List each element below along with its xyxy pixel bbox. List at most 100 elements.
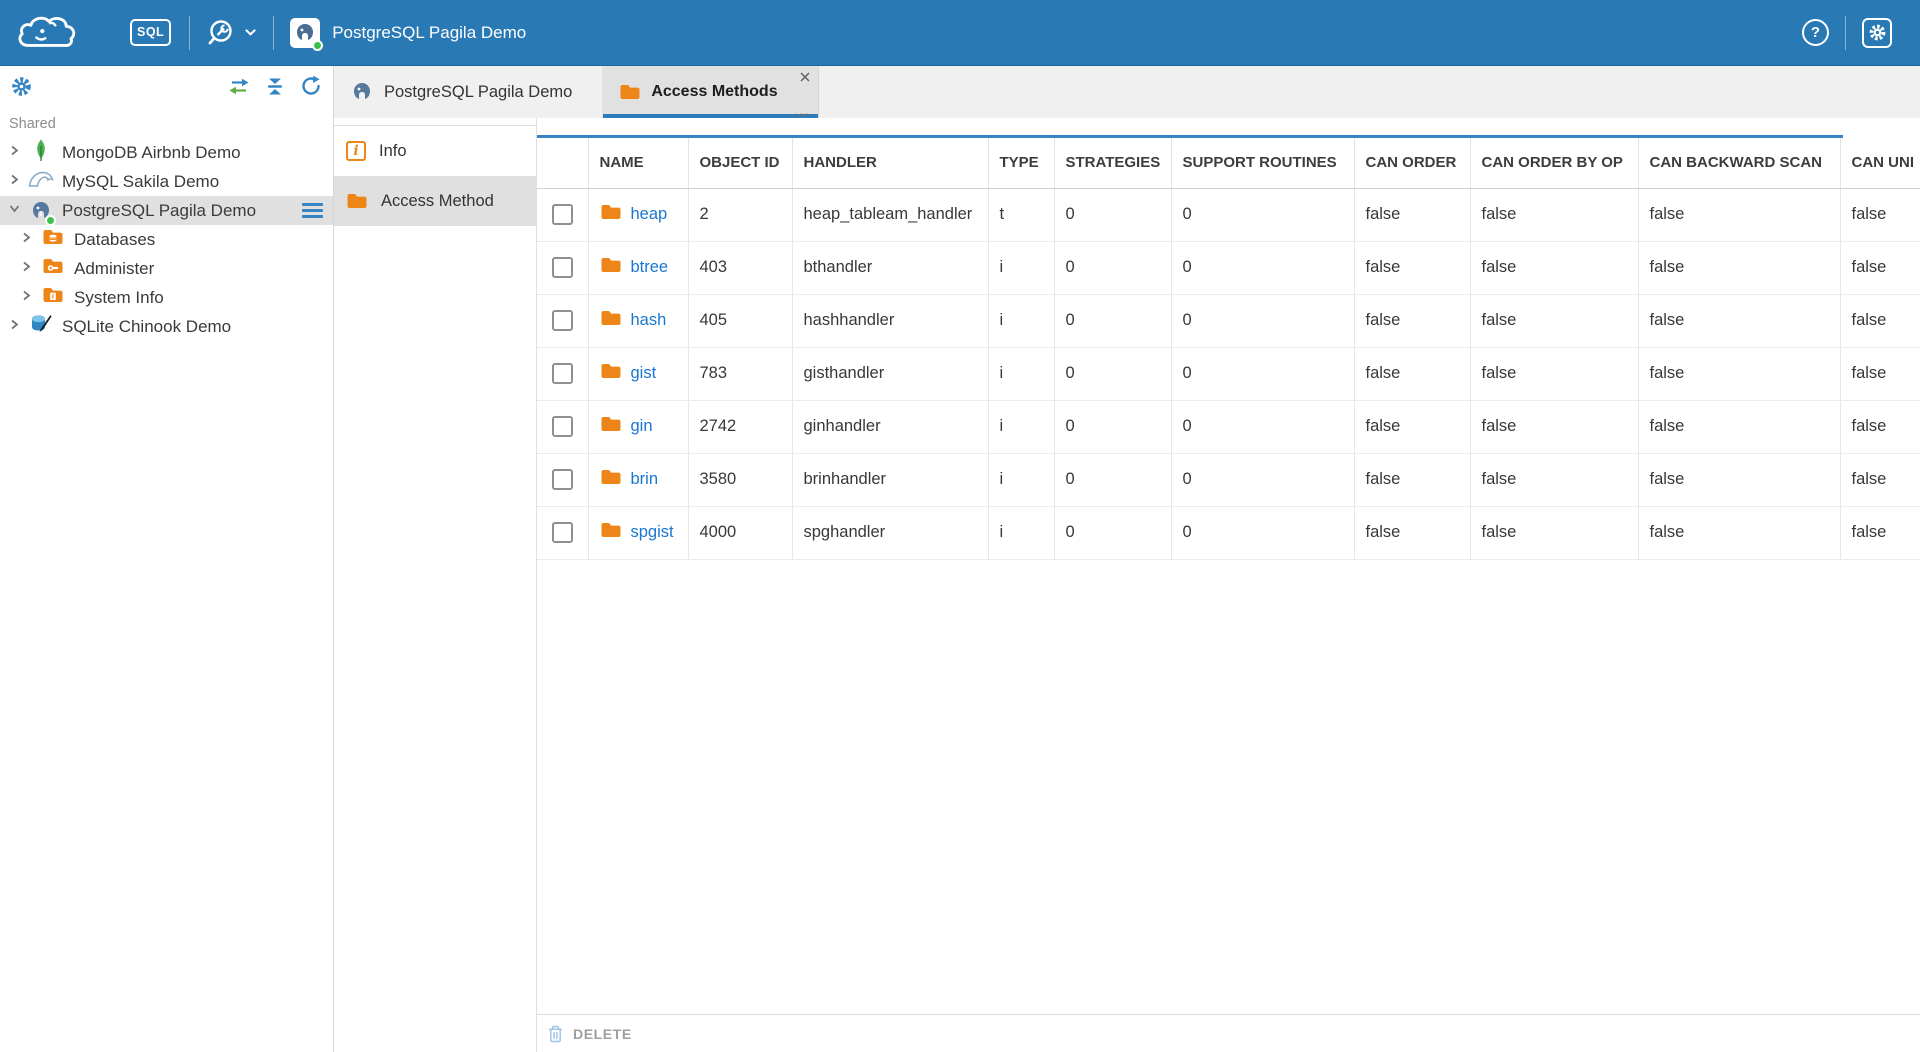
object-link[interactable]: heap xyxy=(630,205,668,223)
tree-item-mysql-sakila-demo[interactable]: MySQL Sakila Demo xyxy=(0,167,333,196)
cell-name: spgist xyxy=(588,506,689,560)
chevron-right-icon[interactable] xyxy=(7,144,22,162)
tree-item-administer[interactable]: Administer xyxy=(0,254,333,283)
object-link[interactable]: gist xyxy=(630,364,657,382)
row-checkbox[interactable] xyxy=(551,204,573,225)
connection-tree: MongoDB Airbnb Demo MySQL Sakila Demo Post… xyxy=(0,138,333,341)
chevron-right-icon[interactable] xyxy=(19,260,34,278)
cell-can-backward-scan: false xyxy=(1638,347,1841,401)
tab-overflow-icon[interactable]: ... xyxy=(794,103,810,120)
cell-name: brin xyxy=(588,453,689,507)
cell-can-order: false xyxy=(1354,188,1471,242)
row-checkbox[interactable] xyxy=(551,310,573,331)
help-button[interactable]: ? xyxy=(1802,19,1829,46)
cell-can-order-by-op: false xyxy=(1470,453,1639,507)
column-header-support-routines[interactable]: SUPPORT ROUTINES xyxy=(1171,138,1355,189)
cell-can-order: false xyxy=(1354,347,1471,401)
gear-icon xyxy=(11,76,32,97)
refresh-button[interactable] xyxy=(300,75,322,97)
row-checkbox[interactable] xyxy=(551,257,573,278)
postgresql-icon xyxy=(29,199,56,226)
sync-arrows-icon xyxy=(228,77,250,96)
chevron-right-icon[interactable] xyxy=(7,173,22,191)
tree-item-label: System Info xyxy=(74,287,164,307)
cell-can-unique: false xyxy=(1840,453,1920,507)
row-checkbox[interactable] xyxy=(551,522,573,543)
tab-access-methods[interactable]: Access Methods ... xyxy=(603,66,819,120)
cell-type: i xyxy=(988,400,1055,454)
cell-strategies: 0 xyxy=(1054,506,1172,560)
cell-can-order-by-op: false xyxy=(1470,400,1639,454)
cell-select xyxy=(537,453,589,507)
column-header-can-unique[interactable]: CAN UNI xyxy=(1840,138,1920,189)
cell-name: btree xyxy=(588,241,689,295)
object-link[interactable]: gin xyxy=(630,417,653,435)
tree-item-databases[interactable]: Databases xyxy=(0,225,333,254)
cell-can-unique: false xyxy=(1840,347,1920,401)
chevron-right-icon[interactable] xyxy=(19,289,34,307)
active-connection[interactable]: PostgreSQL Pagila Demo xyxy=(290,17,526,51)
chevron-right-icon[interactable] xyxy=(19,231,34,249)
sql-editor-button[interactable]: SQL xyxy=(130,19,172,46)
cell-handler: hashhandler xyxy=(792,294,989,348)
panel-item-access-method[interactable]: Access Method xyxy=(334,176,536,226)
svg-text:i: i xyxy=(52,293,55,301)
object-link[interactable]: btree xyxy=(630,258,669,276)
cell-handler: bthandler xyxy=(792,241,989,295)
column-header-can-order-by-op[interactable]: CAN ORDER BY OP xyxy=(1470,138,1639,189)
chevron-right-icon[interactable] xyxy=(7,318,22,336)
cell-strategies: 0 xyxy=(1054,453,1172,507)
object-link[interactable]: brin xyxy=(630,470,659,488)
postgresql-icon xyxy=(290,17,324,51)
select-all-header-cell[interactable] xyxy=(537,138,589,189)
gear-icon xyxy=(1868,23,1887,42)
cell-handler: heap_tableam_handler xyxy=(792,188,989,242)
column-header-name[interactable]: NAME xyxy=(588,138,689,189)
cell-type: i xyxy=(988,506,1055,560)
table-row: gin 2742 ginhandler i 0 0 false false false false xyxy=(537,400,1920,454)
tree-item-sqlite-chinook-demo[interactable]: SQLite Chinook Demo xyxy=(0,312,333,341)
row-checkbox[interactable] xyxy=(551,469,573,490)
table-row: spgist 4000 spghandler i 0 0 false false false fa… xyxy=(537,506,1920,560)
folder-icon xyxy=(600,309,622,332)
cell-type: i xyxy=(988,241,1055,295)
sync-with-editor-button[interactable] xyxy=(228,77,250,96)
close-icon[interactable] xyxy=(798,70,812,84)
row-checkbox[interactable] xyxy=(551,363,573,384)
navigator-settings-button[interactable] xyxy=(11,76,32,97)
chevron-down-icon[interactable] xyxy=(7,202,22,220)
cell-name: hash xyxy=(588,294,689,348)
collapse-all-button[interactable] xyxy=(265,76,285,97)
tab-label: Access Methods xyxy=(651,83,778,100)
cell-can-backward-scan: false xyxy=(1638,294,1841,348)
folder-icon xyxy=(600,203,622,226)
table-row: hash 405 hashhandler i 0 0 false false false fals… xyxy=(537,294,1920,348)
cell-can-order: false xyxy=(1354,241,1471,295)
tree-item-postgresql-pagila-demo[interactable]: PostgreSQL Pagila Demo xyxy=(0,196,333,226)
column-header-object-id[interactable]: OBJECT ID xyxy=(688,138,793,189)
cell-object-id: 2 xyxy=(688,188,793,242)
delete-button[interactable]: DELETE xyxy=(537,1024,632,1044)
tree-item-label: MongoDB Airbnb Demo xyxy=(62,142,241,162)
item-menu-icon[interactable] xyxy=(302,203,323,218)
refresh-icon xyxy=(300,75,322,97)
settings-button[interactable] xyxy=(1862,17,1892,48)
tree-item-mongodb-airbnb-demo[interactable]: MongoDB Airbnb Demo xyxy=(0,138,333,167)
column-header-type[interactable]: TYPE xyxy=(988,138,1055,189)
column-header-strategies[interactable]: STRATEGIES xyxy=(1054,138,1172,189)
object-link[interactable]: hash xyxy=(630,311,667,329)
tab-postgresql-pagila-demo[interactable]: PostgreSQL Pagila Demo xyxy=(334,66,604,118)
row-checkbox[interactable] xyxy=(551,416,573,437)
panel-item-info[interactable]: i Info xyxy=(334,126,536,176)
column-header-can-backward-scan[interactable]: CAN BACKWARD SCAN xyxy=(1638,138,1841,189)
shared-section-label: Shared xyxy=(9,116,56,132)
tools-menu-button[interactable] xyxy=(206,19,257,47)
tree-item-label: Databases xyxy=(74,229,156,249)
column-header-can-order[interactable]: CAN ORDER xyxy=(1354,138,1471,189)
tree-item-system-info[interactable]: i System Info xyxy=(0,283,333,312)
cell-can-unique: false xyxy=(1840,294,1920,348)
cell-can-backward-scan: false xyxy=(1638,241,1841,295)
object-link[interactable]: spgist xyxy=(630,523,674,541)
cloudbeaver-logo-icon[interactable] xyxy=(12,11,86,55)
column-header-handler[interactable]: HANDLER xyxy=(792,138,989,189)
